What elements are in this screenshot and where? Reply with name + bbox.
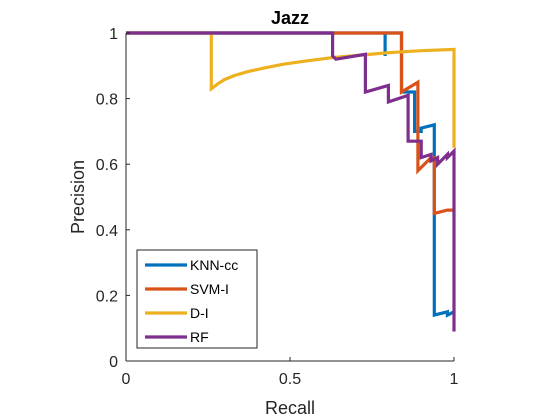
legend-label: RF bbox=[190, 329, 209, 345]
legend: KNN-cc SVM-I D-I RF bbox=[136, 249, 258, 349]
y-tick-label: 0.4 bbox=[96, 223, 118, 240]
x-axis-label: Recall bbox=[265, 398, 315, 418]
legend-label: D-I bbox=[190, 305, 209, 321]
y-axis-label: Precision bbox=[68, 160, 88, 234]
x-tick-label: 0.5 bbox=[279, 371, 301, 388]
x-tick-label: 0 bbox=[122, 371, 131, 388]
series-layer bbox=[126, 31, 456, 332]
legend-label: KNN-cc bbox=[190, 257, 238, 273]
y-tick-label: 1 bbox=[109, 26, 118, 43]
y-tick-label: 0.8 bbox=[96, 92, 118, 109]
axes-layer: 0 0.5 1 0 0.2 0.4 0.6 0.8 1 bbox=[96, 26, 459, 388]
series-line-rf bbox=[126, 31, 456, 332]
y-tick-label: 0 bbox=[109, 354, 118, 371]
series-line-d-i bbox=[126, 31, 456, 148]
legend-label: SVM-I bbox=[190, 281, 229, 297]
legend-items: KNN-cc SVM-I D-I RF bbox=[145, 257, 238, 345]
y-tick-label: 0.2 bbox=[96, 288, 118, 305]
x-tick-label: 1 bbox=[450, 371, 459, 388]
series-line-knn-cc bbox=[126, 31, 455, 318]
chart-title: Jazz bbox=[271, 8, 309, 28]
series-line-svm-i bbox=[126, 31, 454, 216]
y-tick-label: 0.6 bbox=[96, 157, 118, 174]
